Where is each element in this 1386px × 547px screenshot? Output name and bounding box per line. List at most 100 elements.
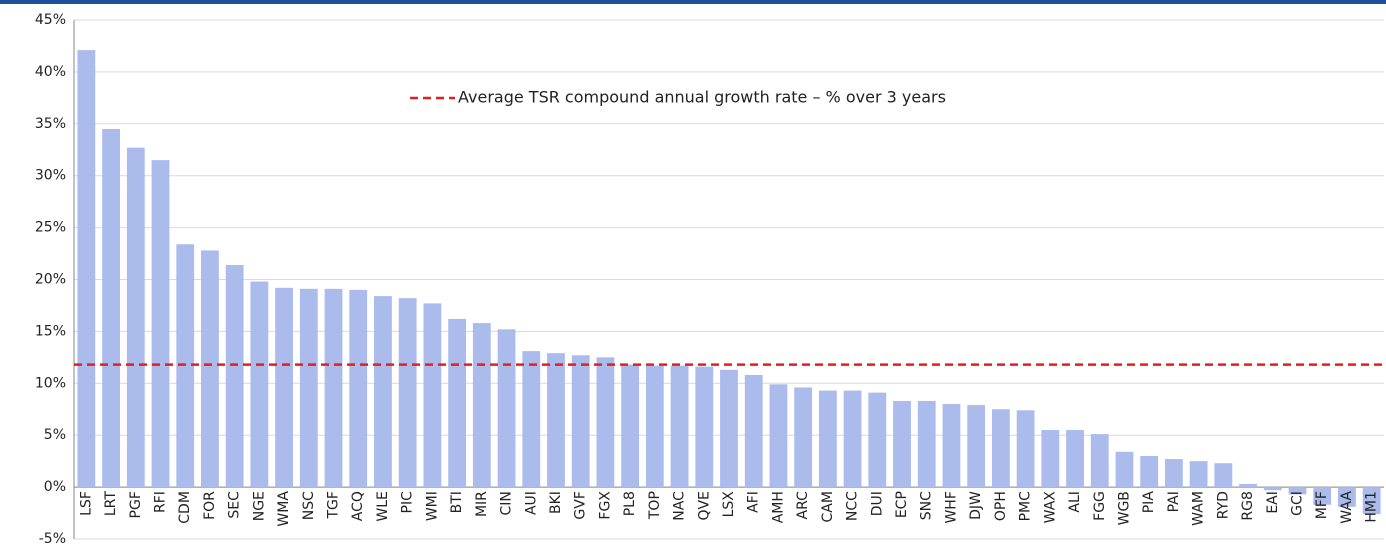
x-tick-label: OPH (993, 491, 1009, 521)
x-tick-label: WAM (1191, 491, 1207, 526)
x-tick-label: GVF (573, 491, 589, 519)
bar (398, 298, 417, 488)
bar (225, 264, 244, 488)
bar (991, 409, 1010, 488)
bar (942, 404, 961, 488)
bar (423, 303, 442, 488)
y-tick-label: 35% (35, 116, 66, 132)
bar (102, 128, 120, 488)
bar (448, 318, 467, 488)
x-tick-label: WAX (1042, 491, 1058, 524)
bar (275, 287, 293, 488)
bar (1189, 461, 1208, 488)
x-tick-label: NAC (672, 491, 688, 521)
x-tick-label: PL8 (622, 491, 638, 516)
bar (1140, 455, 1159, 488)
x-tick-label: DJW (968, 491, 984, 520)
bar (843, 390, 862, 488)
y-tick-label: 25% (35, 220, 66, 236)
x-tick-label: RFI (153, 491, 169, 513)
x-tick-label: CDM (177, 491, 193, 524)
y-tick-label: 15% (35, 323, 66, 339)
bar (1090, 434, 1109, 488)
x-tick-label: TGF (326, 491, 342, 519)
x-tick-label: PGF (128, 491, 144, 518)
bar (1214, 463, 1233, 488)
x-tick-label: AFI (746, 491, 762, 513)
x-tick-label: LRT (103, 491, 119, 517)
bar (720, 369, 738, 488)
y-tick-label: 20% (35, 272, 66, 288)
bar (1313, 487, 1332, 505)
bar (349, 289, 368, 488)
bar (472, 323, 491, 488)
bar (967, 405, 986, 488)
bar (1115, 451, 1134, 488)
y-tick-label: 40% (35, 64, 66, 80)
x-tick-label: WAA (1339, 491, 1355, 524)
x-tick-label: ECP (894, 491, 910, 518)
x-tick-label: CIN (499, 491, 515, 515)
bar (794, 387, 813, 488)
bar (1066, 430, 1084, 488)
x-tick-label: TOP (647, 491, 663, 520)
x-tick-label: ALI (1067, 491, 1083, 513)
bar (547, 353, 565, 488)
y-tick-label: 0% (44, 479, 66, 495)
bar (868, 392, 887, 488)
bar (571, 355, 590, 488)
x-tick-label: DUI (869, 491, 885, 516)
bar (1016, 410, 1035, 488)
x-tick-label: LSX (721, 491, 737, 518)
bar (744, 374, 763, 488)
x-tick-label: GCI (1289, 491, 1305, 516)
x-tick-label: FOR (202, 491, 218, 520)
x-tick-label: WMI (424, 491, 440, 521)
bar (670, 365, 689, 488)
x-tick-label: ACQ (350, 491, 366, 521)
x-tick-label: NCC (845, 491, 861, 521)
bar (497, 329, 516, 488)
legend-label: Average TSR compound annual growth rate … (458, 88, 946, 107)
bar (250, 281, 269, 488)
x-tick-label: PAI (1166, 491, 1182, 512)
x-tick-label: AMH (770, 491, 786, 523)
y-tick-label: -5% (39, 531, 66, 547)
bar (1263, 487, 1282, 491)
bar (151, 160, 170, 488)
x-tick-label: QVE (696, 491, 712, 520)
bar (324, 288, 343, 488)
x-tick-label: LSF (78, 491, 94, 516)
bar (1239, 483, 1257, 488)
x-tick-label: FGG (1092, 491, 1108, 521)
x-tick-label: CAM (820, 491, 836, 522)
y-tick-label: 5% (44, 427, 66, 443)
x-tick-label: SEC (227, 491, 243, 519)
x-tick-label: PIC (400, 491, 416, 514)
bar (77, 50, 96, 488)
x-tick-label: ARC (795, 491, 811, 520)
x-tick-label: NGE (251, 491, 267, 521)
x-tick-label: MFF (1314, 491, 1330, 519)
bar (1165, 459, 1183, 488)
x-tick-label: RG8 (1240, 491, 1256, 520)
x-tick-label: MIR (474, 491, 490, 517)
x-tick-label: PMC (1018, 491, 1034, 522)
bar (1338, 487, 1356, 507)
bar (1288, 487, 1307, 495)
bar (374, 296, 392, 488)
x-tick-label: BTI (449, 491, 465, 513)
x-tick-label: SNC (919, 491, 935, 520)
bar (1041, 430, 1060, 488)
x-tick-label: PIA (1141, 491, 1157, 514)
bar (596, 357, 615, 488)
x-tick-label: WMA (276, 491, 292, 527)
x-tick-label: WLE (375, 491, 391, 521)
bar (299, 288, 318, 488)
bar (621, 364, 640, 488)
bar (645, 365, 664, 488)
bar (201, 250, 219, 488)
bar (769, 384, 788, 488)
x-tick-label: BKI (548, 491, 564, 514)
